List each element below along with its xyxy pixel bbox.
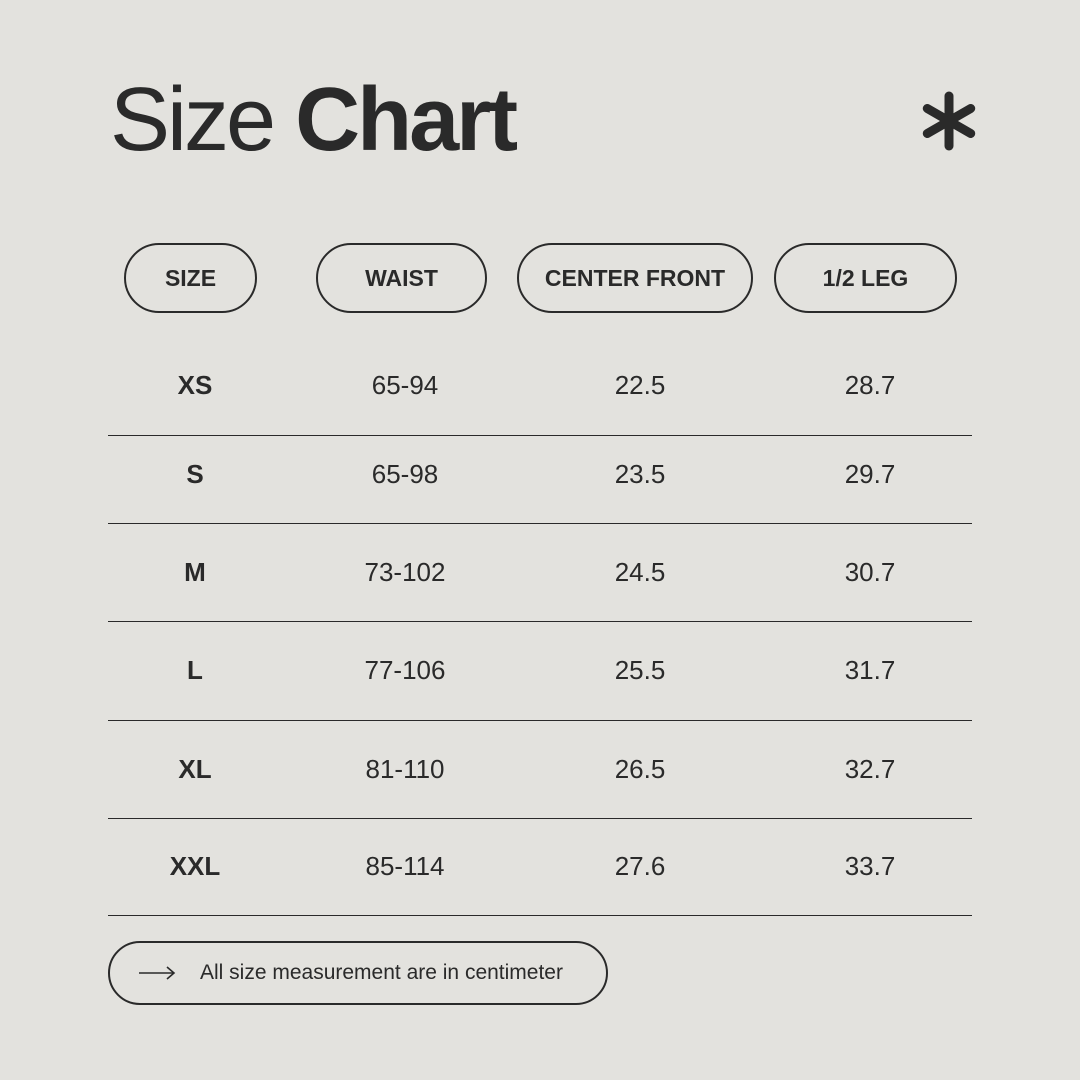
note-text: All size measurement are in centimeter — [200, 961, 563, 984]
waist-cell: 65-94 — [371, 370, 439, 400]
half-leg-cell: 31.7 — [844, 655, 896, 685]
size-cell: XL — [178, 754, 212, 784]
table-row: XXL 85-114 27.6 33.7 — [0, 846, 1080, 886]
row-divider — [108, 435, 972, 436]
table-row: XL 81-110 26.5 32.7 — [0, 749, 1080, 789]
center-front-cell: 22.5 — [614, 370, 666, 400]
table-row: XS 65-94 22.5 28.7 — [0, 365, 1080, 405]
header-half-leg: 1/2 LEG — [774, 243, 957, 313]
waist-cell: 81-110 — [365, 754, 445, 784]
title-bold: Chart — [295, 70, 518, 170]
row-divider — [108, 720, 972, 721]
table-row: S 65-98 23.5 29.7 — [0, 454, 1080, 494]
half-leg-cell: 33.7 — [844, 851, 896, 881]
waist-cell: 65-98 — [371, 459, 439, 489]
half-leg-cell: 29.7 — [844, 459, 896, 489]
center-front-cell: 24.5 — [614, 557, 666, 587]
title-light: Size — [110, 70, 276, 170]
asterisk-icon — [922, 91, 976, 151]
waist-cell: 85-114 — [365, 851, 445, 881]
row-divider — [108, 523, 972, 524]
center-front-cell: 26.5 — [614, 754, 666, 784]
header-size: SIZE — [124, 243, 257, 313]
center-front-cell: 25.5 — [614, 655, 666, 685]
waist-cell: 77-106 — [364, 655, 446, 685]
size-cell: M — [184, 557, 206, 587]
header-waist: WAIST — [316, 243, 487, 313]
center-front-cell: 27.6 — [614, 851, 666, 881]
half-leg-cell: 30.7 — [844, 557, 896, 587]
half-leg-cell: 32.7 — [844, 754, 896, 784]
size-cell: L — [187, 655, 203, 685]
waist-cell: 73-102 — [364, 557, 446, 587]
row-divider — [108, 818, 972, 819]
unit-note: All size measurement are in centimeter — [108, 941, 608, 1005]
table-row: M 73-102 24.5 30.7 — [0, 552, 1080, 592]
page-title: Size Chart — [110, 70, 518, 170]
header-center-front: CENTER FRONT — [517, 243, 753, 313]
row-divider — [108, 915, 972, 916]
center-front-cell: 23.5 — [614, 459, 666, 489]
size-cell: XXL — [169, 851, 221, 881]
row-divider — [108, 621, 972, 622]
half-leg-cell: 28.7 — [844, 370, 896, 400]
table-row: L 77-106 25.5 31.7 — [0, 650, 1080, 690]
size-cell: XS — [177, 370, 213, 400]
size-cell: S — [186, 459, 204, 489]
arrow-right-icon — [139, 966, 176, 980]
